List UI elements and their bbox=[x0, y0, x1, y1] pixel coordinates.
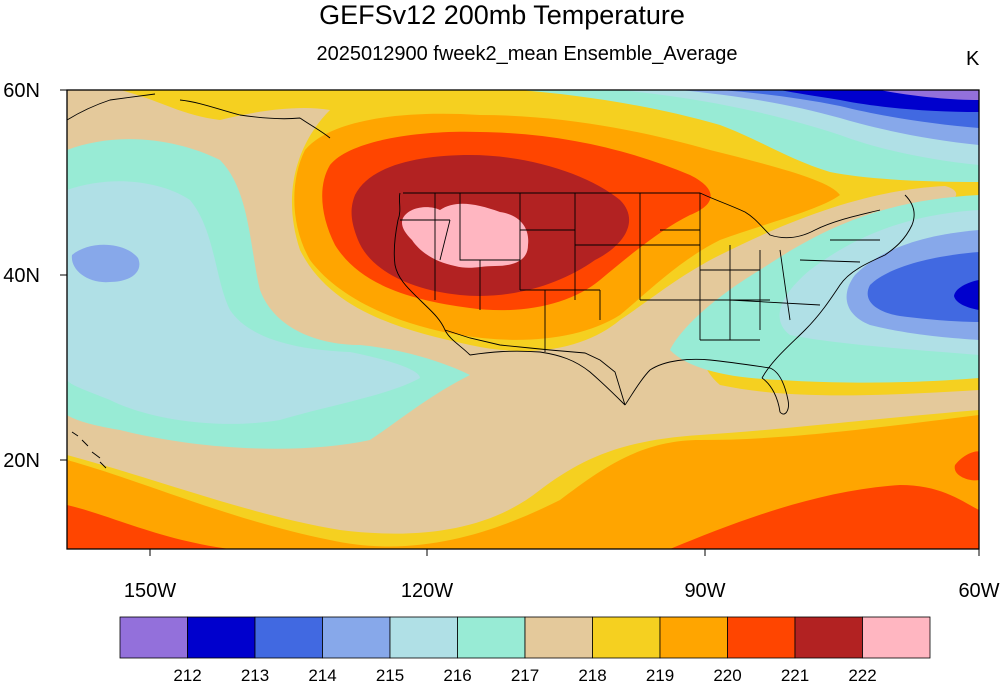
colorbar-swatch bbox=[389, 616, 458, 659]
colorbar-swatch bbox=[794, 616, 863, 659]
contour-220-south bbox=[67, 415, 979, 549]
colorbar-swatch bbox=[322, 616, 391, 659]
colorbar-swatch bbox=[524, 616, 593, 659]
x-label-90w: 90W bbox=[684, 580, 726, 602]
colorbar-label: 214 bbox=[308, 666, 337, 685]
colorbar-label: 222 bbox=[848, 666, 877, 685]
x-label-150w: 150W bbox=[123, 580, 177, 602]
x-label-60w: 60W bbox=[958, 580, 1000, 602]
y-label-60n: 60N bbox=[3, 80, 40, 102]
colorbar-label: 216 bbox=[443, 666, 472, 685]
gulf-coastline bbox=[624, 358, 789, 415]
map-subtitle: 2025012900 fweek2_mean Ensemble_Average bbox=[316, 43, 738, 65]
map-boundaries bbox=[67, 93, 915, 469]
axis-ticks bbox=[60, 89, 980, 556]
contour-221-south-west bbox=[67, 505, 230, 549]
colorbar-label: 218 bbox=[578, 666, 607, 685]
hawaii-islands bbox=[71, 431, 107, 469]
colorbar-label: 212 bbox=[173, 666, 202, 685]
contour-214-east bbox=[867, 252, 979, 322]
map-title: GEFSv12 200mb Temperature bbox=[319, 0, 685, 30]
colorbar-swatch bbox=[592, 616, 661, 659]
contour-213-east bbox=[954, 280, 979, 310]
temperature-contours bbox=[67, 90, 979, 549]
colorbar-swatch bbox=[254, 616, 323, 659]
colorbar-label: 219 bbox=[645, 666, 675, 685]
colorbar-label: 213 bbox=[240, 666, 270, 685]
contour-215-west bbox=[71, 244, 140, 283]
colorbar-swatch bbox=[457, 616, 526, 659]
plot-frame bbox=[66, 89, 980, 550]
colorbar-swatch bbox=[187, 616, 256, 659]
colorbar-swatch bbox=[659, 616, 728, 659]
us-mexico-border bbox=[444, 329, 626, 406]
colorbar-swatch bbox=[862, 616, 931, 659]
colorbar bbox=[119, 616, 931, 659]
contour-221-east-spot bbox=[954, 451, 979, 481]
mexico-coastline bbox=[469, 350, 626, 406]
west-coastline bbox=[393, 192, 471, 356]
colorbar-label: 221 bbox=[780, 666, 810, 685]
state-lines-west bbox=[400, 193, 641, 352]
contour-212-north bbox=[880, 90, 979, 100]
colorbar-swatch bbox=[119, 616, 188, 659]
units-label: K bbox=[966, 48, 980, 70]
y-label-20n: 20N bbox=[3, 450, 40, 472]
east-coastline bbox=[761, 194, 915, 379]
contour-221-south-east bbox=[670, 485, 979, 549]
y-label-40n: 40N bbox=[3, 265, 40, 287]
x-label-120w: 120W bbox=[400, 580, 454, 602]
state-lines-east bbox=[640, 193, 880, 341]
colorbar-label: 220 bbox=[713, 666, 742, 685]
colorbar-label: 215 bbox=[375, 666, 405, 685]
contour-216-west bbox=[67, 181, 420, 424]
canada-border bbox=[403, 192, 881, 239]
colorbar-label: 217 bbox=[510, 666, 540, 685]
colorbar-swatch bbox=[727, 616, 796, 659]
alaska-coast bbox=[67, 93, 331, 139]
